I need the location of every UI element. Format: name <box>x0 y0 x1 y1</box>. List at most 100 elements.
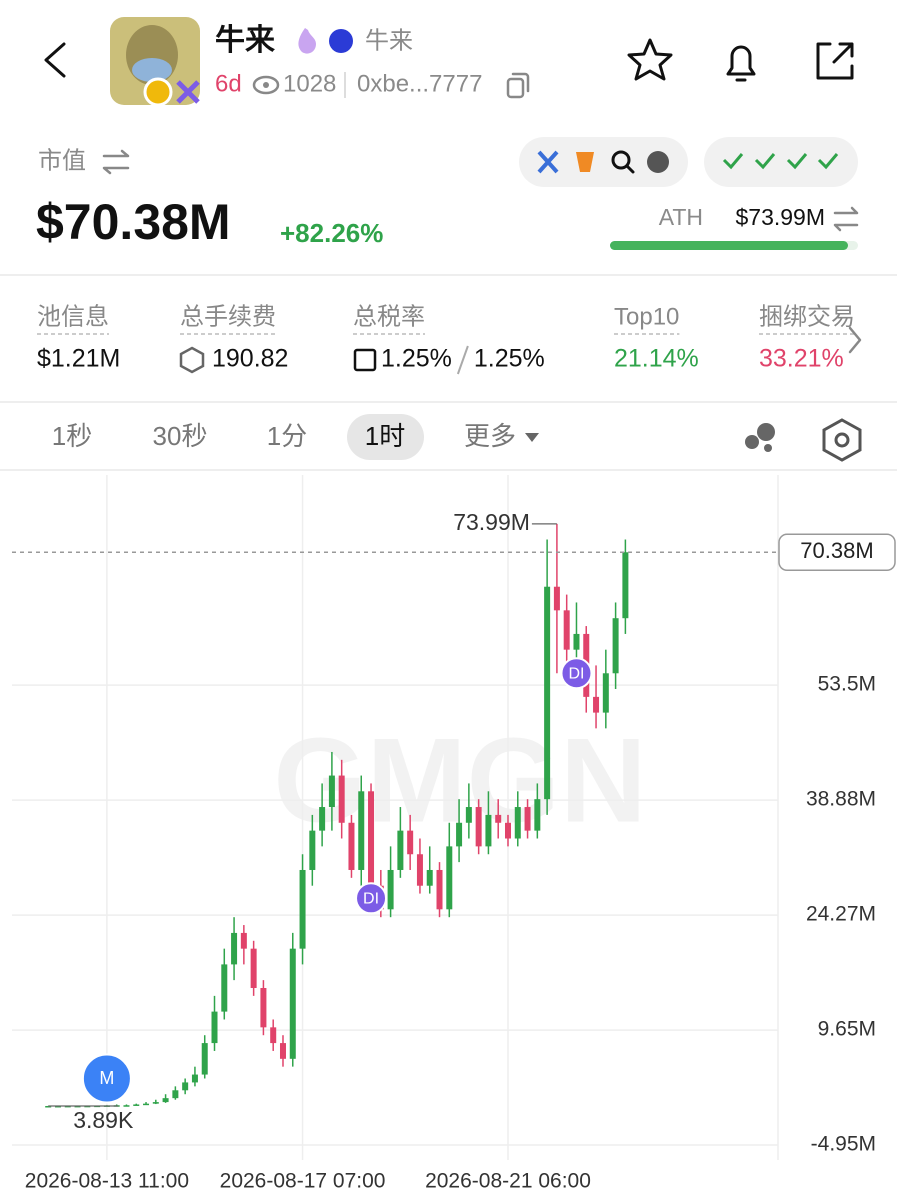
market-cap-change: +82.26% <box>280 218 383 248</box>
tab[interactable]: 1时 <box>365 421 405 451</box>
candle-body <box>74 1105 81 1108</box>
candle-body <box>514 807 521 839</box>
candle-body <box>612 618 619 674</box>
tab-selected-bg <box>347 414 424 460</box>
share-button[interactable] <box>816 42 854 80</box>
price-label: 70.38M <box>800 538 873 563</box>
candle-body <box>221 964 228 1012</box>
search-link[interactable] <box>611 150 631 170</box>
candle-body <box>270 1027 277 1044</box>
candle-body <box>446 846 453 910</box>
candle-body <box>338 775 345 823</box>
price-label-box <box>778 533 896 572</box>
swap-icon[interactable] <box>102 149 130 175</box>
indicator-icon[interactable] <box>745 435 759 449</box>
candle-body <box>45 1105 52 1108</box>
candle-body <box>152 1102 159 1104</box>
candle-body <box>143 1103 150 1106</box>
back-button[interactable] <box>44 42 66 78</box>
ath-progress <box>610 241 848 250</box>
candle-body <box>602 673 609 713</box>
fee-icon <box>179 346 205 374</box>
candle-body <box>368 791 375 886</box>
stat-label: 池信息 <box>37 303 109 330</box>
candle-body <box>426 869 433 886</box>
x-tick-label: 2026-08-13 11:00 <box>25 1170 189 1193</box>
candle-body <box>465 807 472 823</box>
tab[interactable]: 30秒 <box>153 421 208 451</box>
checks <box>704 137 858 187</box>
stat-label: 总税率 <box>353 303 425 330</box>
tab[interactable]: 1秒 <box>52 421 92 451</box>
candle-body <box>64 1105 71 1108</box>
candle-body <box>407 830 414 855</box>
stats-row: 池信息 $1.21M 总手续费 190.82 总税率 1.25% 1.25% Top10 21.… <box>37 303 855 375</box>
tab[interactable]: 1分 <box>267 421 307 451</box>
candle-body <box>436 869 443 910</box>
platform-icon <box>329 29 353 53</box>
candle-body <box>54 1105 61 1108</box>
high-annotation: 73.99M <box>453 509 530 535</box>
x-tick-label: 2026-08-21 06:00 <box>425 1170 591 1193</box>
candle-body <box>456 822 463 847</box>
candle-body <box>524 807 531 831</box>
candle-body <box>495 814 502 823</box>
chart: -4.95M 9.65M 24.27M 38.88M 53.5M 2026-08-13 1… <box>12 475 896 1193</box>
candle-body <box>563 610 570 650</box>
hot-icon <box>298 28 316 54</box>
chain-badge <box>176 80 200 104</box>
candle-body <box>231 932 238 965</box>
token-name: 牛来 <box>215 24 275 57</box>
bnb-badge <box>143 77 173 107</box>
stats-more[interactable] <box>848 326 862 354</box>
stat-value: $1.21M <box>37 345 120 373</box>
stat-label: Top10 <box>614 303 679 330</box>
stat-label: 总手续费 <box>180 303 276 330</box>
copy-icon[interactable] <box>506 77 525 99</box>
candle-body <box>553 586 560 611</box>
tax-icon <box>353 348 377 372</box>
settings-icon[interactable] <box>822 418 862 462</box>
candle-body <box>387 869 394 910</box>
candle-body <box>299 869 306 949</box>
candle-body <box>123 1105 130 1107</box>
marker[interactable] <box>560 657 593 690</box>
alert-button[interactable] <box>726 45 756 82</box>
views-count: 1028 <box>283 70 336 97</box>
x-link[interactable] <box>537 150 559 174</box>
stat-value: 190.82 <box>212 345 288 373</box>
social-links <box>519 137 688 187</box>
bsc-link[interactable] <box>647 151 669 173</box>
candle-body <box>475 807 482 847</box>
ath-value: $73.99M <box>735 204 825 230</box>
marker-label: DI <box>363 891 379 908</box>
y-tick-label: 9.65M <box>818 1018 876 1041</box>
x-tick-label: 2026-08-17 07:00 <box>220 1170 386 1193</box>
y-tick-label: 38.88M <box>806 788 876 811</box>
check-icons <box>722 153 839 170</box>
candle-body <box>260 988 267 1028</box>
candle-body <box>593 696 600 713</box>
more-arrow <box>525 433 539 442</box>
candle-body <box>358 791 365 870</box>
candle-body <box>191 1074 198 1083</box>
candle-body <box>182 1082 189 1091</box>
marker[interactable] <box>81 1053 132 1104</box>
tabs: 1秒 30秒 1分 1时 更多 <box>52 421 516 451</box>
marker-label: M <box>99 1068 114 1088</box>
fox-link[interactable] <box>576 152 594 172</box>
candle-body <box>279 1043 286 1059</box>
tab[interactable]: 更多 <box>464 421 516 451</box>
candle-body <box>485 814 492 847</box>
candle-body <box>211 1011 218 1044</box>
candle-body <box>622 552 629 619</box>
candle-body <box>397 830 404 870</box>
ath-swap-icon[interactable] <box>833 206 859 232</box>
marker[interactable] <box>355 882 388 915</box>
low-annotation: 3.89K <box>73 1107 134 1133</box>
candle-body <box>573 633 580 650</box>
favorite-button[interactable] <box>627 38 673 81</box>
candle-body <box>319 807 326 831</box>
y-tick-label: -4.95M <box>811 1133 876 1156</box>
